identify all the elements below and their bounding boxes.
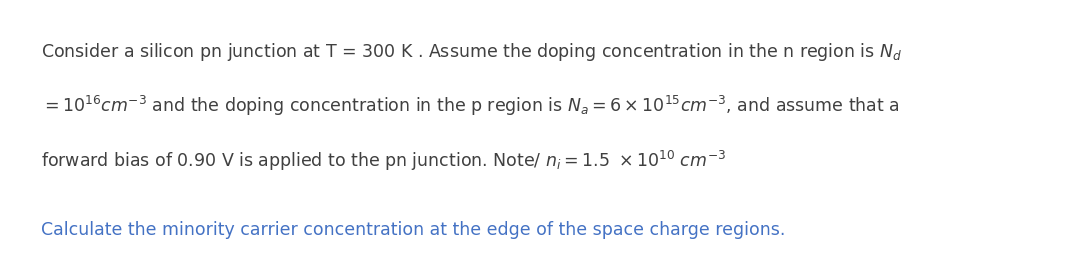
Text: forward bias of 0.90 V is applied to the pn junction. Note/ $n_i = 1.5\ \times 1: forward bias of 0.90 V is applied to the… (41, 149, 726, 173)
Text: $= 10^{16}cm^{-3}$ and the doping concentration in the p region is $N_a = 6 \tim: $= 10^{16}cm^{-3}$ and the doping concen… (41, 94, 900, 118)
Text: Calculate the minority carrier concentration at the edge of the space charge reg: Calculate the minority carrier concentra… (41, 221, 785, 239)
Text: Consider a silicon pn junction at T = 300 K . Assume the doping concentration in: Consider a silicon pn junction at T = 30… (41, 41, 902, 63)
